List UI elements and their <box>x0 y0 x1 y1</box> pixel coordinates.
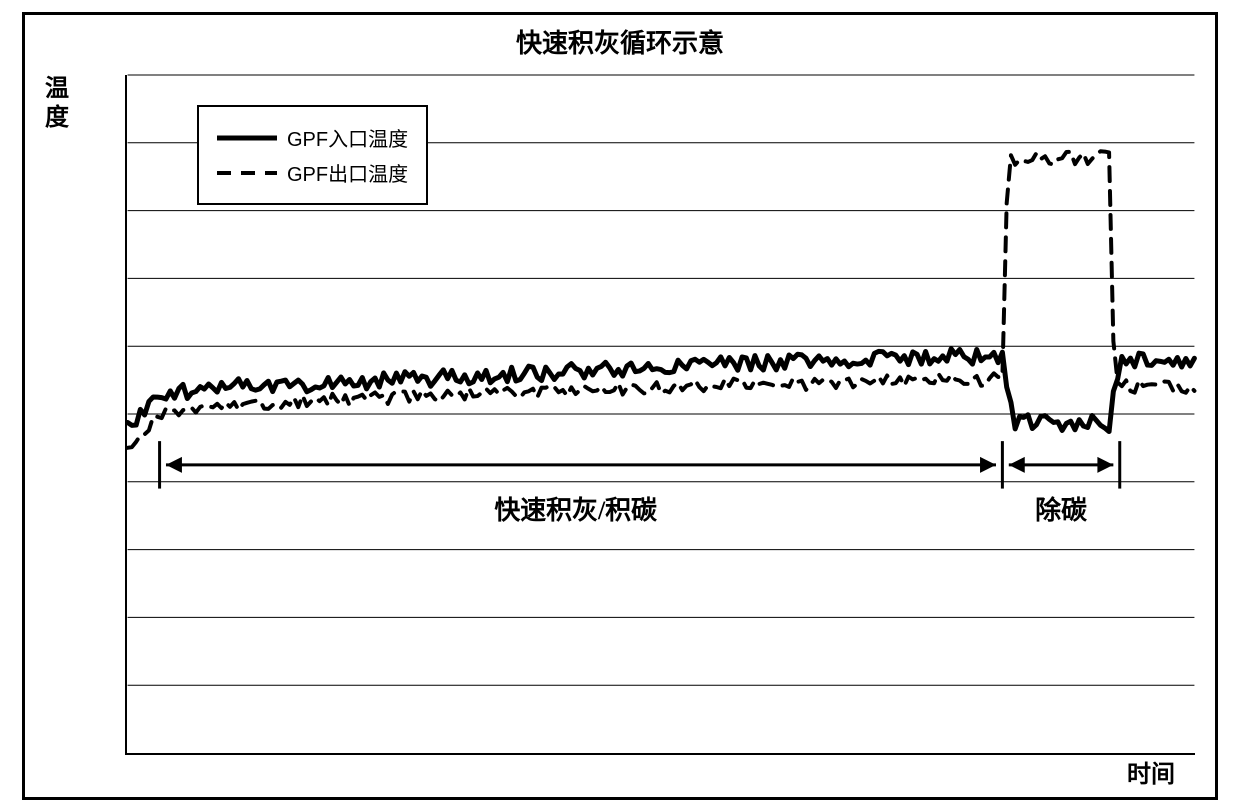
chart-title: 快速积灰循环示意 <box>516 23 724 60</box>
phase-label: 除碳 <box>1035 495 1088 525</box>
chart-frame: 快速积灰循环示意 温 度 时间 快速积灰/积碳 除碳 GPF入口温度 GPF出口温… <box>22 12 1218 800</box>
legend: GPF入口温度 GPF出口温度 <box>197 105 428 205</box>
legend-item: GPF入口温度 <box>217 123 408 152</box>
legend-swatch-dash <box>217 163 277 183</box>
x-axis-label: 时间 <box>1127 754 1175 789</box>
phase-label: 快速积灰/积碳 <box>494 496 658 525</box>
legend-item: GPF出口温度 <box>217 158 408 187</box>
plot-area: 快速积灰/积碳 除碳 GPF入口温度 GPF出口温度 <box>125 75 1195 755</box>
legend-label: GPF入口温度 <box>287 123 408 152</box>
y-axis-label-char: 温 <box>45 75 69 104</box>
series-line <box>128 349 1195 432</box>
y-axis-label: 温 度 <box>45 75 69 133</box>
y-axis-label-char: 度 <box>45 104 69 133</box>
legend-swatch-solid <box>217 128 277 148</box>
legend-label: GPF出口温度 <box>287 158 408 187</box>
